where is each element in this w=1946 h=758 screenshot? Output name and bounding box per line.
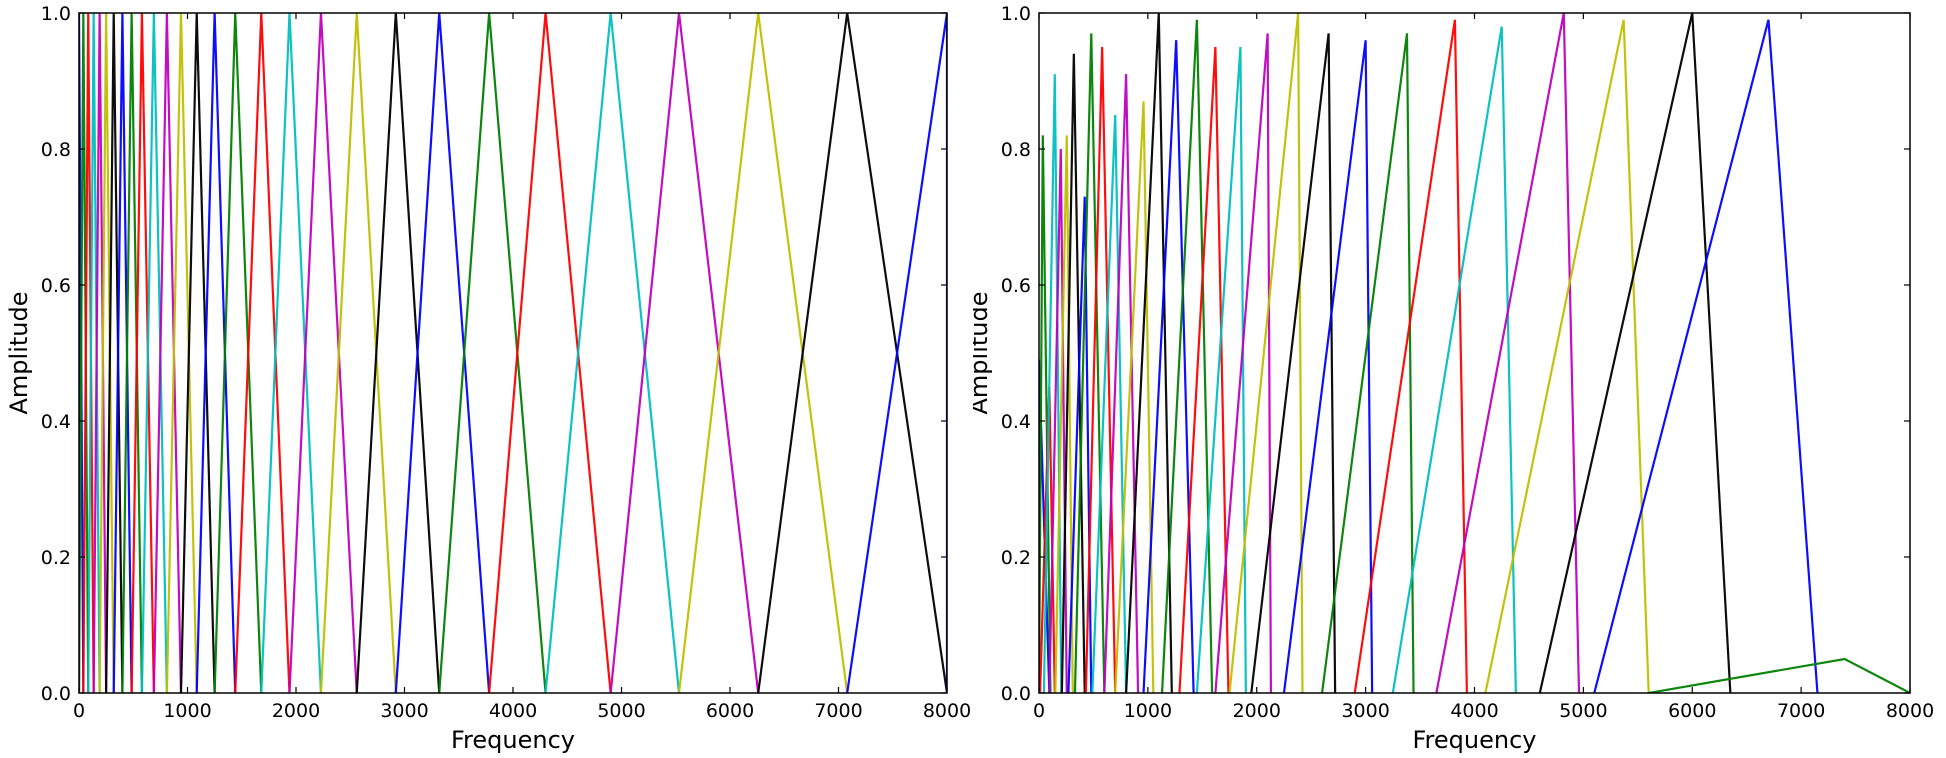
x-tick-label: 4000 bbox=[1450, 700, 1498, 722]
filter-line-20 bbox=[1250, 33, 1337, 693]
filter-line-10 bbox=[140, 13, 168, 693]
filter-line-11 bbox=[152, 13, 183, 693]
filter-line-12 bbox=[1114, 101, 1155, 693]
filter-line-5 bbox=[98, 13, 115, 693]
x-tick-label: 2000 bbox=[1233, 700, 1281, 722]
x-tick-label: 3000 bbox=[1341, 700, 1389, 722]
filter-line-18 bbox=[288, 13, 358, 693]
filter-line-14 bbox=[195, 13, 237, 693]
filter-line-28 bbox=[1593, 19, 1819, 693]
filter-line-21 bbox=[1282, 40, 1374, 693]
x-tick-label: 0 bbox=[73, 700, 85, 722]
filter-line-12 bbox=[165, 13, 198, 693]
filter-line-11 bbox=[1103, 74, 1140, 693]
filter-line-25 bbox=[609, 13, 760, 693]
x-tick-label: 7000 bbox=[1777, 700, 1825, 722]
filter-line-26 bbox=[677, 13, 849, 693]
y-axis-label: Amplitude bbox=[5, 292, 33, 415]
x-tick-label: 2000 bbox=[272, 700, 320, 722]
filter-line-23 bbox=[488, 13, 612, 693]
y-tick-label: 0.8 bbox=[1001, 139, 1031, 161]
filter-line-9 bbox=[130, 13, 155, 693]
x-tick-label: 8000 bbox=[923, 700, 971, 722]
filter-line-0 bbox=[79, 13, 85, 693]
x-tick-label: 1000 bbox=[1124, 700, 1172, 722]
filter-line-8 bbox=[121, 13, 144, 693]
filter-line-4 bbox=[92, 13, 108, 693]
filter-line-16 bbox=[234, 13, 291, 693]
filter-line-19 bbox=[319, 13, 397, 693]
filter-line-24 bbox=[1391, 26, 1517, 693]
x-tick-label: 3000 bbox=[380, 700, 428, 722]
x-tick-label: 4000 bbox=[489, 700, 537, 722]
filter-line-7 bbox=[112, 13, 133, 693]
x-tick-label: 0 bbox=[1033, 700, 1045, 722]
chart-right-svg: 0 1000 2000 3000 4000 5000 6000 7000 8000 0.0 0.2 0… bbox=[973, 3, 1934, 754]
filter-line-19 bbox=[1228, 13, 1304, 693]
x-axis-label: Frequency bbox=[1413, 726, 1537, 754]
y-tick-label: 0.4 bbox=[1001, 411, 1031, 433]
filter-line-29 bbox=[1648, 657, 1910, 693]
filter-line-2 bbox=[82, 13, 95, 693]
x-tick-label: 5000 bbox=[597, 700, 645, 722]
y-tick-label: 0.0 bbox=[1001, 683, 1031, 705]
filter-line-20 bbox=[355, 13, 441, 693]
y-tick-label: 0.6 bbox=[1001, 275, 1031, 297]
y-tick-label: 0.6 bbox=[41, 275, 71, 297]
filter-line-18 bbox=[1214, 33, 1273, 693]
chart-left-svg: 0 1000 2000 3000 4000 5000 6000 7000 8000 0.0 0.2 0… bbox=[5, 3, 971, 754]
filter-series-group bbox=[79, 13, 947, 693]
filter-line-27 bbox=[1538, 13, 1732, 693]
filter-line-25 bbox=[1435, 13, 1581, 693]
y-tick-label: 0.0 bbox=[41, 683, 71, 705]
filter-line-13 bbox=[1125, 13, 1173, 693]
filter-line-22 bbox=[438, 13, 547, 693]
filter-line-15 bbox=[1160, 19, 1214, 693]
filter-line-27 bbox=[757, 13, 947, 693]
x-tick-label: 1000 bbox=[163, 700, 211, 722]
plot-frame bbox=[78, 12, 948, 694]
x-tick-label: 8000 bbox=[1886, 700, 1934, 722]
x-axis-label: Frequency bbox=[451, 726, 575, 754]
y-tick-label: 1.0 bbox=[41, 3, 71, 25]
x-tick-label: 7000 bbox=[814, 700, 862, 722]
filter-line-22 bbox=[1320, 33, 1415, 693]
x-tick-label: 6000 bbox=[1668, 700, 1716, 722]
filter-line-26 bbox=[1484, 19, 1650, 693]
filter-line-16 bbox=[1178, 46, 1230, 693]
y-tick-label: 1.0 bbox=[1001, 3, 1031, 25]
y-tick-label: 0.2 bbox=[1001, 547, 1031, 569]
filter-line-6 bbox=[105, 13, 124, 693]
filter-line-5 bbox=[1054, 135, 1074, 693]
filter-line-3 bbox=[87, 13, 101, 693]
filter-line-15 bbox=[213, 13, 263, 693]
mel-filterbank-chart-right: 0 1000 2000 3000 4000 5000 6000 7000 8000 0.0 0.2 0… bbox=[973, 0, 1946, 758]
filter-line-24 bbox=[544, 13, 681, 693]
x-tick-label: 6000 bbox=[706, 700, 754, 722]
filter-line-28 bbox=[846, 13, 947, 693]
x-tick-label: 5000 bbox=[1559, 700, 1607, 722]
y-tick-label: 0.8 bbox=[41, 139, 71, 161]
filter-line-1 bbox=[79, 13, 90, 693]
y-axis-label: Amplitude bbox=[973, 292, 993, 415]
filter-line-17 bbox=[260, 13, 323, 693]
filter-line-13 bbox=[179, 13, 216, 693]
y-tick-label: 0.4 bbox=[41, 411, 71, 433]
filter-line-23 bbox=[1353, 19, 1468, 693]
filter-line-17 bbox=[1195, 46, 1247, 693]
y-tick-label: 0.2 bbox=[41, 547, 71, 569]
filter-line-10 bbox=[1091, 114, 1128, 693]
filter-series-group bbox=[1039, 13, 1910, 693]
mel-filterbank-chart-left: 0 1000 2000 3000 4000 5000 6000 7000 8000 0.0 0.2 0… bbox=[5, 3, 971, 754]
filter-line-14 bbox=[1142, 40, 1195, 693]
filter-line-21 bbox=[394, 13, 491, 693]
